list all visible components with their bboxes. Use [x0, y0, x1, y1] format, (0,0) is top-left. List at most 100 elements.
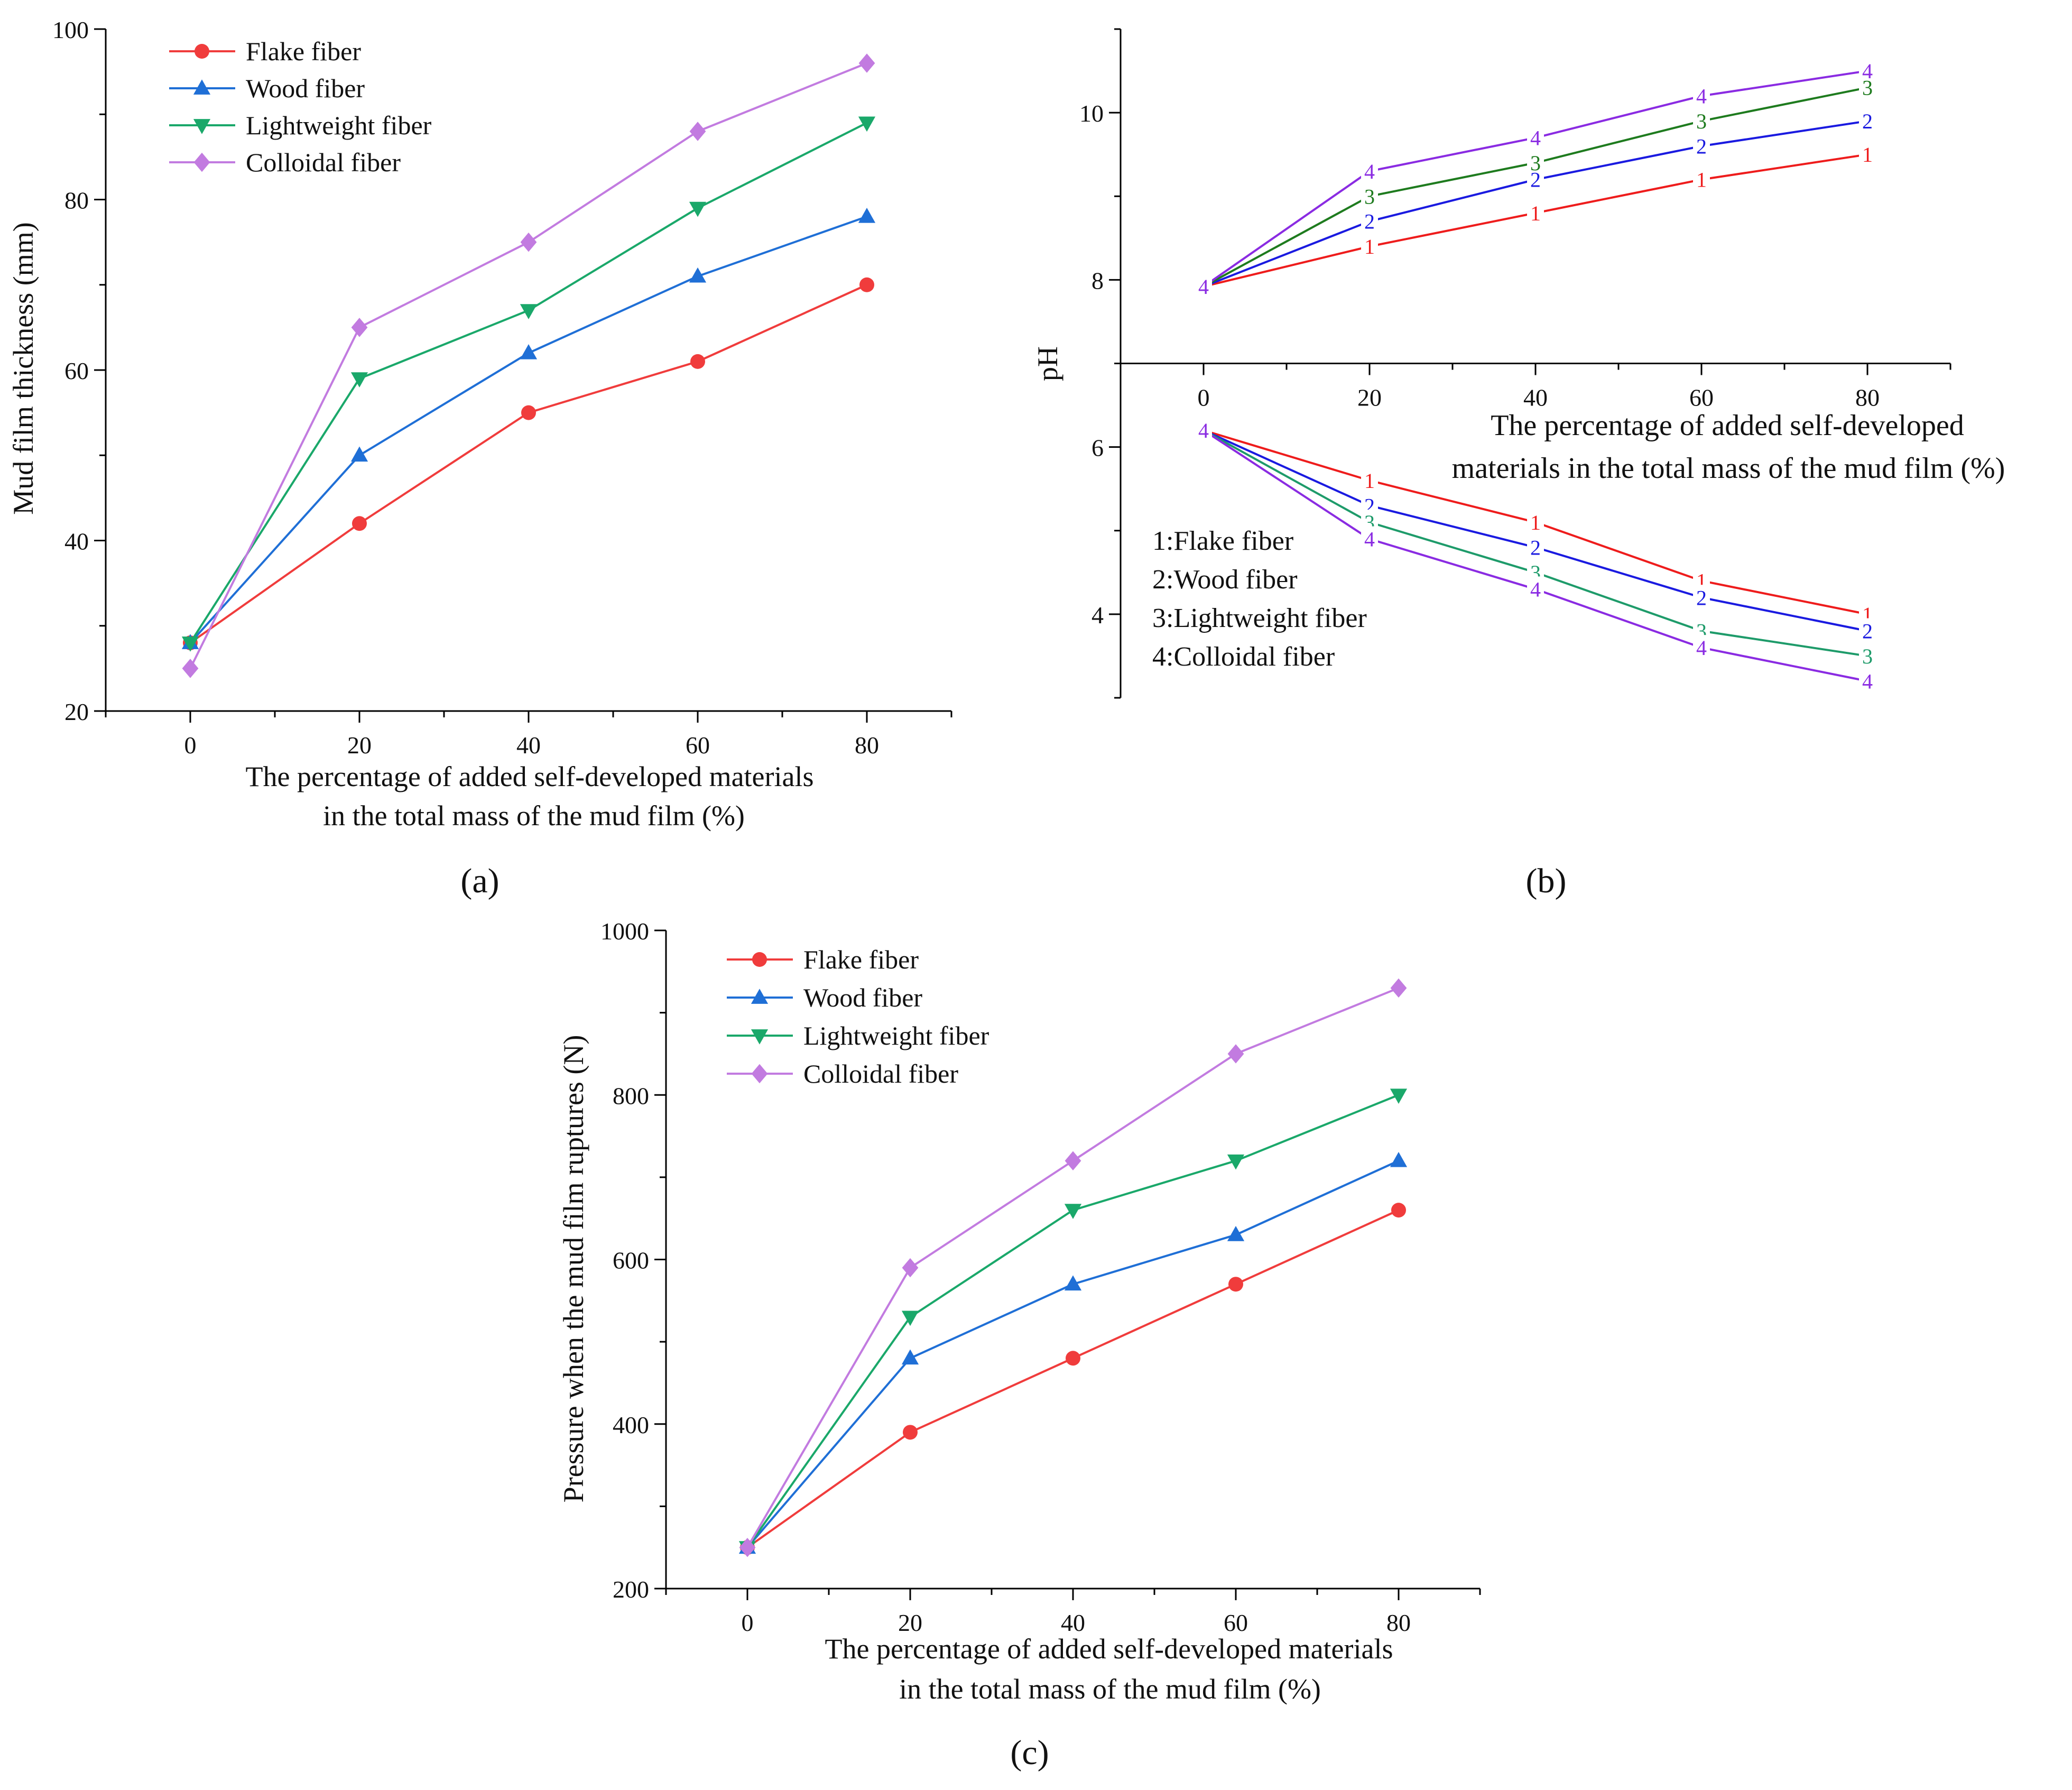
panel-c-xlabel-line1: The percentage of added self-developed m… — [825, 1633, 1393, 1665]
data-point — [182, 659, 199, 678]
series-line-wood-fiber — [189, 215, 867, 644]
data-point — [352, 516, 367, 531]
data-point — [1227, 1226, 1245, 1241]
data-point — [1391, 1203, 1406, 1218]
data-point — [350, 372, 368, 387]
x-tick-label: 80 — [1855, 384, 1880, 411]
legend-label: 2:Wood fiber — [1152, 565, 1298, 595]
series-number-marker: 2 — [1862, 109, 1873, 133]
x-tick-label: 60 — [1689, 384, 1714, 411]
x-tick-label: 80 — [1386, 1609, 1411, 1636]
series-number-marker: 1 — [1696, 168, 1707, 192]
y-tick-label: 10 — [1079, 100, 1104, 127]
data-point — [1064, 1204, 1082, 1219]
legend-marker — [752, 952, 767, 967]
series-number-marker: 3 — [1862, 644, 1873, 668]
series-number-bg — [1527, 576, 1544, 599]
y-tick-label: 100 — [52, 16, 89, 43]
legend-marker — [751, 1029, 769, 1045]
panel-b-axes: 4 6 8 10 0 20 40 60 80 — [1079, 28, 1951, 699]
series-number-marker: 1 — [1530, 511, 1541, 534]
data-point — [858, 207, 876, 223]
series-number-bg — [1361, 158, 1378, 181]
legend-label: Flake fiber — [246, 36, 361, 66]
data-point — [1390, 1088, 1408, 1104]
data-point — [181, 636, 199, 652]
x-tick-label: 20 — [898, 1609, 922, 1636]
series-number-marker: 2 — [1530, 536, 1541, 559]
series-number-bg — [1361, 467, 1378, 490]
panel-a-chart: 20 40 60 80 100 0 20 40 60 80 Flake fiber Wood fib… — [7, 16, 952, 900]
data-point — [1065, 1151, 1081, 1170]
legend-label: Lightweight fiber — [246, 110, 432, 140]
series-number-marker: 4 — [1696, 85, 1707, 108]
panel-a-legend: Flake fiber Wood fiber Lightweight fiber Co… — [169, 36, 432, 177]
x-tick-label: 80 — [855, 732, 879, 759]
data-point — [858, 116, 876, 132]
data-point — [1064, 1275, 1082, 1291]
data-point — [351, 318, 368, 337]
series-number-bg — [1527, 534, 1544, 557]
x-tick-label: 0 — [184, 732, 197, 759]
y-tick-label: 1000 — [600, 918, 649, 945]
legend-label: 4:Colloidal fiber — [1152, 642, 1335, 672]
legend-label: Wood fiber — [246, 73, 365, 103]
legend-label: 3:Lightweight fiber — [1152, 603, 1367, 633]
panel-c-chart: 200 400 600 800 1000 0 20 40 60 80 Flake fiber Woo… — [558, 918, 1481, 1772]
panel-a-xlabel-line1: The percentage of added self-developed m… — [246, 761, 814, 792]
series-number-bg — [1693, 635, 1710, 658]
panel-c-legend: Flake fiber Wood fiber Lightweight fiber Co… — [727, 945, 989, 1088]
data-point — [901, 1311, 919, 1326]
panel-a-ylabel: Mud film thickness (mm) — [7, 222, 39, 514]
series-number-marker: 4 — [1862, 669, 1873, 693]
series-number-marker: 2 — [1530, 168, 1541, 192]
x-tick-label: 0 — [1198, 384, 1210, 411]
legend-label: Colloidal fiber — [803, 1059, 958, 1088]
series-number-bg — [1693, 585, 1710, 607]
series-number-bg — [1693, 133, 1710, 156]
series-number-marker: 1 — [1530, 201, 1541, 225]
data-point — [1390, 978, 1407, 998]
x-tick-label: 40 — [1061, 1609, 1085, 1636]
data-point — [1390, 1151, 1408, 1167]
x-tick-label: 60 — [686, 732, 710, 759]
series-number-marker: 1 — [1364, 235, 1375, 259]
series-number-bg — [1195, 274, 1212, 297]
panel-a-series — [181, 53, 876, 678]
x-tick-label: 20 — [1357, 384, 1382, 411]
data-point — [1228, 1277, 1243, 1292]
panel-b-legend: 1:Flake fiber 2:Wood fiber 3:Lightweight f… — [1152, 526, 1367, 672]
data-point — [520, 232, 537, 252]
series-number-bg — [1859, 668, 1876, 691]
y-tick-label: 6 — [1092, 435, 1104, 462]
series-number-bg — [1859, 142, 1876, 164]
panel-c-axes: 200 400 600 800 1000 0 20 40 60 80 — [600, 918, 1481, 1636]
series-number-marker: 1 — [1862, 143, 1873, 167]
legend-marker — [193, 119, 211, 134]
series-number-bg — [1859, 108, 1876, 131]
data-point — [1066, 1351, 1080, 1366]
y-tick-label: 20 — [64, 698, 89, 725]
series-number-bg — [1361, 183, 1378, 206]
series-number-marker: 2 — [1862, 620, 1873, 643]
panel-b-xlabel-line1: The percentage of added self-developed — [1491, 409, 1964, 442]
panel-b-series: 1111122222333334444411111222223333344444 — [1195, 58, 1876, 693]
y-tick-label: 200 — [613, 1576, 649, 1603]
y-tick-label: 40 — [64, 528, 89, 555]
series-number-bg — [1361, 526, 1378, 549]
data-point — [689, 267, 707, 283]
series-number-marker: 3 — [1530, 151, 1541, 175]
data-point — [859, 277, 874, 292]
x-tick-label: 0 — [742, 1609, 754, 1636]
y-tick-label: 600 — [613, 1247, 649, 1274]
y-tick-label: 800 — [613, 1082, 649, 1109]
series-number-marker: 2 — [1696, 586, 1707, 610]
series-number-bg — [1859, 618, 1876, 641]
series-line-lightweight-fiber — [189, 122, 867, 644]
data-point — [858, 53, 875, 73]
series-number-marker: 4 — [1198, 419, 1209, 442]
legend-marker — [751, 1064, 768, 1084]
data-point — [739, 1537, 756, 1557]
data-point — [903, 1425, 918, 1440]
